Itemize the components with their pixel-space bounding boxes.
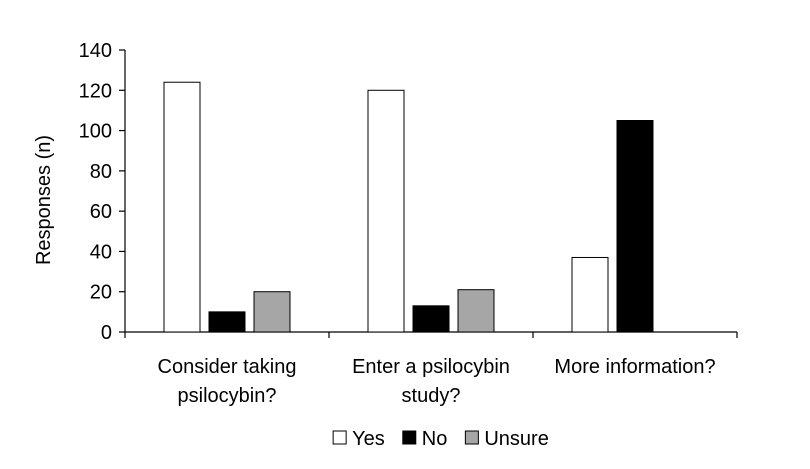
bar-yes-2: [571, 256, 609, 333]
category-label: Enter a psilocybin: [352, 356, 510, 378]
y-tick-label: 60: [90, 201, 112, 223]
bar-yes-1: [367, 89, 405, 333]
bar-unsure-0: [253, 291, 291, 333]
bars: [163, 81, 654, 333]
legend-swatch-unsure: [464, 430, 479, 445]
bar-yes-0: [163, 81, 201, 333]
y-tick-label: 100: [79, 121, 112, 143]
category-label: Consider taking: [158, 356, 297, 378]
bar-no-1: [412, 305, 450, 333]
y-tick-label: 40: [90, 241, 112, 263]
legend-label-unsure: Unsure: [484, 428, 548, 450]
legend-label-yes: Yes: [352, 428, 385, 450]
legend: Yes No Unsure: [332, 428, 549, 450]
bar-no-0: [208, 311, 246, 333]
category-labels: Consider taking psilocybin? Enter a psiloc…: [158, 356, 716, 407]
legend-swatch-yes: [332, 430, 347, 445]
category-label: psilocybin?: [178, 385, 277, 407]
y-tick-label: 80: [90, 161, 112, 183]
legend-swatch-no: [402, 430, 417, 445]
y-tick-label: 140: [79, 40, 112, 62]
legend-label-no: No: [422, 428, 448, 450]
bar-unsure-1: [457, 289, 495, 333]
y-tick-label: 0: [101, 322, 112, 344]
y-axis: 0 20 40 60 80 100 120 140: [79, 40, 126, 344]
y-tick-label: 20: [90, 282, 112, 304]
category-label: More information?: [554, 356, 715, 378]
x-axis: [124, 331, 738, 338]
category-label: study?: [402, 385, 461, 407]
y-axis-title: Responses (n): [33, 135, 55, 265]
y-tick-label: 120: [79, 80, 112, 102]
bar-no-2: [616, 120, 654, 333]
